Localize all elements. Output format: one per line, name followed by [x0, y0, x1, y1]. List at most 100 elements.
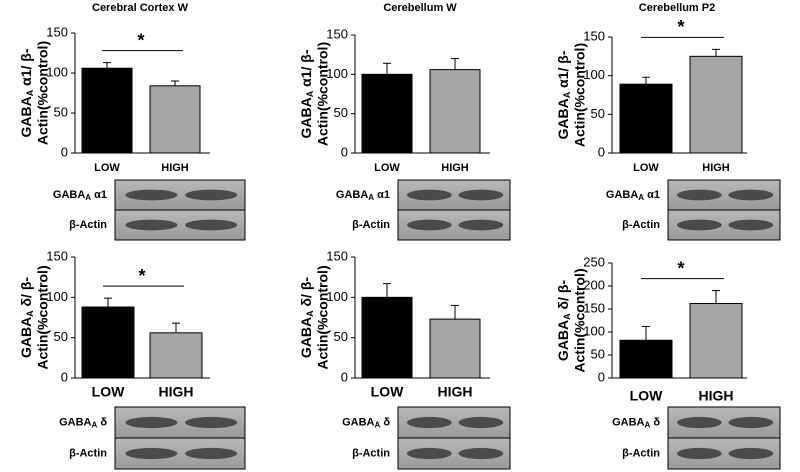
- blot-label: β-Actin: [622, 447, 660, 459]
- y-axis-label: Actin(%control): [35, 41, 51, 145]
- blot-band: [406, 416, 452, 429]
- y-label-part: δ/ β-: [18, 277, 34, 311]
- blot-band: [728, 219, 774, 231]
- y-tick-label: 50: [591, 346, 605, 361]
- y-label-sub: A: [25, 89, 35, 96]
- y-axis-label: GABAA δ/ β-: [18, 277, 36, 358]
- y-axis-label: GABAA α1/ β-: [298, 49, 316, 138]
- x-tick-label: LOW: [630, 388, 663, 404]
- blot-label-part: δ: [97, 416, 107, 428]
- x-tick-label: HIGH: [699, 388, 734, 404]
- x-tick-label: HIGH: [438, 384, 473, 400]
- bar: [689, 302, 743, 379]
- y-label-part: GABA: [18, 96, 34, 137]
- chart-title: Cerebral Cortex W: [92, 2, 189, 14]
- blot-label: GABAA δ: [342, 416, 390, 429]
- blot-label: β-Actin: [352, 447, 390, 459]
- y-axis-label: GABAA δ/ β-: [298, 277, 316, 358]
- y-axis-label: Actin(%control): [572, 43, 588, 147]
- blot-label-part: α1: [644, 189, 660, 201]
- y-label-part: GABA: [555, 98, 571, 139]
- bar: [149, 332, 203, 379]
- blot-label-part: β-Actin: [352, 447, 390, 459]
- y-label-part: GABA: [555, 320, 571, 361]
- blot-label: GABAA δ: [612, 416, 660, 429]
- y-label-part: δ/ β-: [298, 277, 314, 311]
- x-tick-label: LOW: [94, 162, 120, 174]
- blot-label-part: δ: [650, 416, 660, 428]
- y-tick-label: 150: [583, 28, 605, 43]
- blot-label-part: GABA: [53, 189, 85, 201]
- blot-band: [185, 219, 238, 231]
- y-label-part: GABA: [18, 317, 34, 358]
- blot-label: GABAA α1: [336, 189, 390, 202]
- blot-band: [125, 189, 178, 201]
- bar: [81, 67, 133, 154]
- y-tick-label: 50: [591, 106, 605, 121]
- blot-label-part: δ: [380, 416, 390, 428]
- bar: [361, 296, 413, 379]
- y-tick-label: 150: [326, 248, 348, 263]
- blot-label-part: A: [644, 421, 650, 430]
- y-tick-label: 100: [46, 289, 68, 304]
- y-label-sub: A: [562, 91, 572, 98]
- blot-label: GABAA δ: [59, 416, 107, 429]
- blot-band: [728, 189, 774, 201]
- y-label-sub: A: [305, 310, 315, 317]
- blot-label: β-Actin: [69, 219, 107, 231]
- blot-band: [125, 447, 178, 460]
- blot-label-part: β-Actin: [69, 447, 107, 459]
- blot-label: GABAA α1: [53, 189, 107, 202]
- y-tick-label: 0: [341, 144, 348, 159]
- blot-band: [676, 189, 722, 201]
- bar: [81, 306, 135, 379]
- blot-label-part: β-Actin: [622, 447, 660, 459]
- x-tick-label: HIGH: [159, 384, 194, 400]
- blot-label: β-Actin: [69, 447, 107, 459]
- y-tick-label: 150: [46, 24, 68, 39]
- bar: [149, 85, 201, 154]
- y-tick-label: 50: [334, 329, 348, 344]
- x-tick-label: LOW: [371, 384, 404, 400]
- blot-label-part: β-Actin: [69, 219, 107, 231]
- y-tick-label: 100: [583, 67, 605, 82]
- chart-title: Cerebellum W: [383, 2, 457, 14]
- blot-band: [458, 447, 504, 460]
- y-tick-label: 150: [326, 26, 348, 41]
- x-tick-label: LOW: [92, 384, 125, 400]
- blot-band: [125, 416, 178, 429]
- y-tick-label: 0: [61, 144, 68, 159]
- y-axis-label: Actin(%control): [35, 265, 51, 369]
- blot-band: [728, 416, 774, 429]
- y-tick-label: 150: [583, 300, 605, 315]
- y-tick-label: 100: [583, 323, 605, 338]
- blot-band: [125, 219, 178, 231]
- blot-label-part: GABA: [612, 416, 644, 428]
- y-axis-label: Actin(%control): [572, 268, 588, 372]
- blot-label-part: GABA: [59, 416, 91, 428]
- blot-label-part: β-Actin: [622, 219, 660, 231]
- y-tick-label: 0: [341, 369, 348, 384]
- y-tick-label: 50: [334, 105, 348, 120]
- blot-band: [728, 447, 774, 460]
- blot-band: [406, 189, 452, 201]
- chart-title: Cerebellum P2: [639, 2, 715, 14]
- x-tick-label: LOW: [633, 162, 659, 174]
- y-label-part: α1/ β-: [18, 48, 34, 90]
- blot-label-part: A: [374, 421, 380, 430]
- blot-band: [676, 219, 722, 231]
- blot-label: β-Actin: [622, 219, 660, 231]
- y-label-sub: A: [25, 310, 35, 317]
- bar: [429, 318, 481, 379]
- blot-band: [458, 189, 504, 201]
- blot-band: [406, 219, 452, 231]
- blot-band: [185, 189, 238, 201]
- y-label-sub: A: [562, 313, 572, 320]
- blot-band: [676, 416, 722, 429]
- bar: [619, 83, 673, 154]
